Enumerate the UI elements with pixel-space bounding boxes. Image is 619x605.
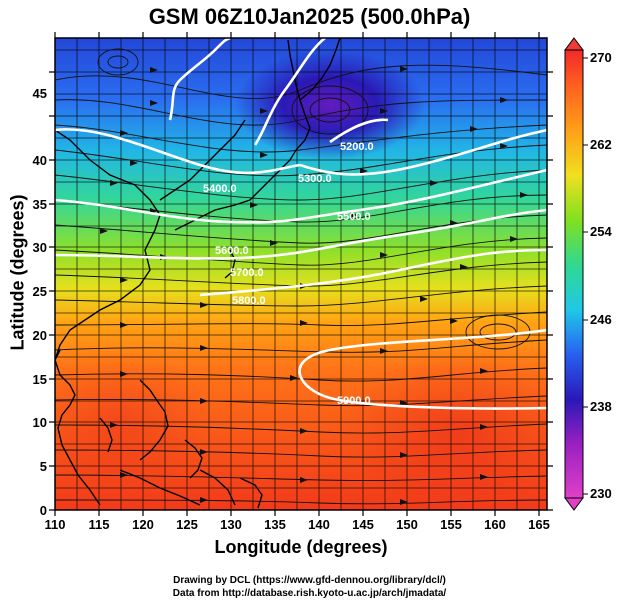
x-tick-label: 135 [264, 517, 286, 532]
colorbar-bottom-arrow [564, 497, 584, 511]
y-tick-label: 45 [33, 86, 47, 101]
height-contours [55, 38, 547, 410]
y-tick-label: 10 [33, 415, 47, 430]
x-tick-label: 145 [352, 517, 374, 532]
x-tick-label: 110 [45, 517, 66, 532]
contour-label: 5200.0 [340, 141, 374, 153]
colorbar-tick-label: 246 [590, 312, 612, 327]
contour-label: 5700.0 [230, 267, 264, 279]
streamline-arrows [100, 66, 528, 505]
y-tick-label: 5 [40, 459, 47, 474]
contour-label: 5900.0 [337, 395, 371, 407]
y-tick-label: 20 [33, 328, 47, 343]
colorbar-gradient [564, 49, 584, 499]
colorbar-top-arrow [564, 37, 584, 51]
x-tick-label: 160 [484, 517, 506, 532]
y-tick-labels: 0 5 10 15 20 25 30 35 40 45 [33, 86, 47, 518]
x-tick-label: 155 [440, 517, 462, 532]
x-tick-label: 125 [176, 517, 198, 532]
y-tick-label: 30 [33, 240, 47, 255]
axis-ticks [49, 32, 553, 516]
x-axis-label: Longitude (degrees) [214, 537, 388, 557]
x-tick-label: 115 [89, 517, 110, 532]
x-tick-label: 120 [132, 517, 154, 532]
y-tick-label: 0 [40, 503, 47, 518]
contour-label: 5500.0 [337, 211, 371, 223]
contour-labels: 5200.0 5300.0 5400.0 5500.0 5600.0 5700.… [203, 141, 374, 407]
map-frame [54, 37, 548, 511]
streamlines [55, 48, 547, 505]
colorbar-tick-label: 238 [590, 399, 612, 414]
coastlines [55, 38, 341, 509]
y-tick-label: 40 [33, 153, 47, 168]
colorbar-tick-label: 254 [590, 224, 612, 239]
contour-label: 5800.0 [232, 295, 266, 307]
y-axis-label: Latitude (degrees) [7, 194, 28, 351]
y-tick-label: 15 [33, 372, 47, 387]
contour-label: 5600.0 [215, 245, 249, 257]
x-tick-labels: 110 115 120 125 130 135 140 145 150 155 … [45, 517, 550, 532]
contour-label: 5400.0 [203, 183, 237, 195]
colorbar-tick-label: 262 [590, 137, 612, 152]
y-tick-label: 35 [33, 197, 47, 212]
temperature-field [55, 38, 547, 510]
y-tick-label: 25 [33, 284, 47, 299]
colorbar-tick-label: 230 [590, 486, 612, 501]
drawing-credit: Drawing by DCL (https://www.gfd-dennou.o… [173, 575, 446, 586]
x-tick-label: 130 [220, 517, 242, 532]
x-tick-label: 165 [528, 517, 550, 532]
data-credit: Data from http://database.rish.kyoto-u.a… [172, 588, 447, 599]
x-tick-label: 150 [396, 517, 418, 532]
map-title: GSM 06Z10Jan2025 (500.0hPa) [148, 4, 471, 29]
x-tick-label: 140 [308, 517, 330, 532]
colorbar-tick-label: 270 [590, 50, 612, 65]
colorbar: 270 262 254 246 238 230 [564, 37, 612, 511]
contour-label: 5300.0 [298, 173, 332, 185]
